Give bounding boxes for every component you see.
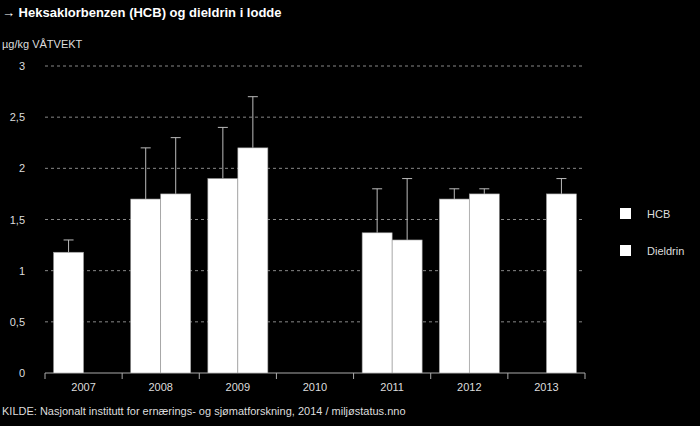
x-tick-label: 2007 (71, 381, 95, 393)
y-tick-label: 2,5 (10, 111, 25, 123)
x-axis-line (45, 373, 585, 374)
x-tick-label: 2013 (534, 381, 558, 393)
x-tick-label: 2012 (457, 381, 481, 393)
grid-line (45, 219, 585, 220)
x-tick-label: 2008 (148, 381, 172, 393)
grid-line (45, 168, 585, 169)
y-tick-label: 1,5 (10, 214, 25, 226)
bar (161, 194, 191, 373)
bar (439, 199, 469, 373)
x-tick (353, 373, 354, 379)
bar (238, 148, 268, 373)
legend-swatch (620, 208, 631, 219)
bar (208, 179, 238, 373)
bar (392, 240, 422, 373)
grid-line (45, 321, 585, 322)
y-tick-label: 0 (19, 367, 25, 379)
bar (54, 252, 84, 373)
bar (362, 233, 392, 373)
x-tick (507, 373, 508, 379)
y-tick-label: 3 (19, 60, 25, 72)
error-bar (372, 189, 382, 233)
legend-label: HCB (647, 208, 670, 220)
title: → Heksaklorbenzen (HCB) og dieldrin i lo… (2, 5, 282, 20)
error-bar (64, 240, 74, 252)
chart: → Heksaklorbenzen (HCB) og dieldrin i lo… (0, 0, 700, 426)
x-tick (585, 373, 586, 379)
bar (131, 199, 161, 373)
legend-swatch (620, 245, 631, 256)
x-tick-label: 2010 (303, 381, 327, 393)
bar (469, 194, 499, 373)
error-bar (218, 127, 228, 178)
bar (546, 194, 576, 373)
y-tick-label: 1 (19, 265, 25, 277)
x-tick (199, 373, 200, 379)
y-tick-label: 0,5 (10, 316, 25, 328)
x-tick (122, 373, 123, 379)
grid-line (45, 270, 585, 271)
error-bar (171, 138, 181, 194)
error-bar (141, 148, 151, 199)
y-axis-label: µg/kg VÅTVEKT (2, 38, 83, 50)
background (0, 0, 700, 426)
error-bar (449, 189, 459, 199)
x-tick (430, 373, 431, 379)
bars (54, 97, 577, 373)
x-tick (45, 373, 46, 379)
x-tick (276, 373, 277, 379)
error-bar (248, 97, 258, 148)
grid-line (45, 66, 585, 67)
error-bar (556, 179, 566, 194)
error-bar (402, 179, 412, 240)
x-tick-label: 2009 (226, 381, 250, 393)
x-tick-label: 2011 (380, 381, 404, 393)
source: KILDE: Nasjonalt institutt for ernærings… (2, 405, 406, 417)
legend-label: Dieldrin (647, 245, 684, 257)
error-bar (479, 189, 489, 194)
grid-line (45, 117, 585, 118)
y-tick-label: 2 (19, 162, 25, 174)
